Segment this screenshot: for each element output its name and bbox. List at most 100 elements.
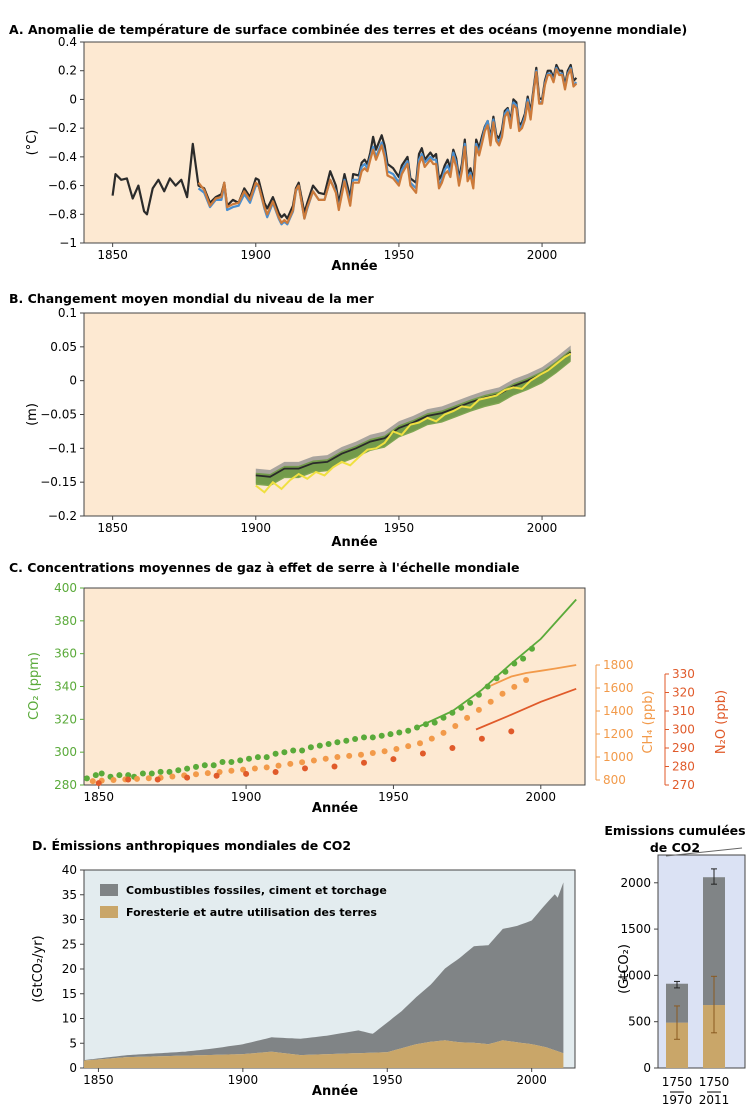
chart-c-co2-tick-label: 280 [54,778,77,792]
chart-c-co2-point [148,770,155,777]
chart-d2-y-axis-label: (GtCO₂) [617,944,632,994]
chart-b-ytick-label: 0.1 [58,306,77,320]
chart-c-ch4-point [499,690,506,697]
chart-b-xtick-label: 2000 [527,521,558,535]
chart-c-co2-point [307,744,314,751]
chart-c-n2o-point [302,765,308,772]
chart-d2-bar-fossil [703,877,725,1006]
chart-b-series-black [255,351,572,478]
chart-c-xtick-label: 1850 [83,790,114,804]
chart-c-co2-point [175,767,182,774]
chart-c-ch4-line [490,664,577,687]
chart-b-uncertainty-band-green [255,349,571,487]
chart-c-co2-point [343,737,350,744]
chart-c-co2-point [254,754,261,761]
chart-d2-bar-forestry [703,1005,725,1068]
chart-c-n2o-tick-label: 330 [672,667,695,681]
chart-c-co2-point [520,655,527,662]
chart-d2-ytick-label: 1500 [620,922,651,936]
chart-a-xtick-label: 1900 [240,248,271,262]
chart-c-n2o-point [125,776,132,783]
chart-d2-ytick-label: 1000 [620,968,651,982]
chart-c-co2-tick-label: 380 [54,614,77,628]
chart-c-co2-point [299,747,306,754]
chart-d-ytick-label: 35 [62,888,77,902]
chart-c-ch4-point [299,759,306,766]
chart-b-ytick-label: −0.05 [40,408,77,422]
chart-c-co2-point [210,762,217,769]
chart-c-co2-point [290,747,297,754]
chart-d-ytick-label: 15 [62,987,77,1001]
chart-c-co2-point [467,699,474,706]
chart-c-ch4-point [334,754,341,760]
chart-c-ch4-point [428,735,435,742]
chart-c-n2o-point [478,735,485,742]
chart-d2-category-label-start: 1750 [699,1075,730,1089]
chart-c-co2-point [281,749,288,756]
chart-c-ch4-point [89,778,96,785]
chart-d-forestry-area [84,1040,564,1068]
chart-c-co2-point [83,775,90,782]
chart-d2-category-label-start: 1750 [662,1075,693,1089]
chart-a-ytick-label: 0.2 [58,64,77,78]
chart-c-ch4-tick-label: 1600 [603,681,634,695]
chart-c-co2-point [396,729,403,736]
chart-c-ch4-tick-label: 1000 [603,750,634,764]
chart-c-ch4-point [405,743,412,750]
chart-d-ytick-label: 10 [62,1012,77,1026]
chart-c-ch4-tick-label: 800 [603,773,626,787]
chart-c-n2o-point [361,759,367,766]
chart-a-ytick-label: −1 [59,236,77,250]
chart-c-n2o-tick-label: 310 [672,704,695,718]
chart-c-co2-point [352,736,359,742]
chart-d-xtick-label: 1950 [372,1073,403,1087]
chart-c-ch4-point [381,748,388,755]
chart-d-ytick-label: 20 [62,962,77,976]
chart-c-co2-point [193,763,199,770]
chart-d2-ytick-label: 500 [628,1015,651,1029]
chart-d2-title: Emissions cumulées de CO2 [604,823,746,855]
chart-c-co2-point [316,742,323,749]
chart-c-ch4-point [287,760,294,767]
chart-c-ch4-axis-label: CH₄ (ppb) [641,690,656,753]
chart-c-co2-point [431,719,438,726]
chart-c-co2-point [125,772,132,779]
chart-c-co2-point [92,772,99,779]
chart-b-ytick-label: 0.05 [50,340,77,354]
chart-c-co2-point [219,759,226,765]
chart-c-ch4-point [322,755,329,762]
chart-b-y-axis-label: (m) [25,403,40,426]
chart-c-co2-point [98,770,105,777]
chart-c-ch4-point [275,762,282,769]
chart-c-co2-point [405,727,412,734]
chart-c-co2-axis-label: CO₂ (ppm) [27,652,42,720]
chart-c-co2-tick-label: 320 [54,712,77,726]
chart-c-co2-point [369,734,376,741]
chart-c-co2-point [157,768,164,775]
chart-d-title: D. Émissions anthropiques mondiales de C… [32,838,352,853]
chart-c-co2-point [139,770,146,777]
chart-c-co2-point [378,732,385,739]
chart-c-ch4-point [464,714,471,721]
chart-c-ch4-point [393,746,400,752]
chart-c-ch4-point [240,766,247,773]
chart-a-title: A. Anomalie de température de surface co… [9,22,688,37]
chart-d-y-axis-label: (GtCO₂/yr) [31,935,46,1002]
chart-c-ch4-point [523,677,530,683]
chart-c-n2o-tick-label: 290 [672,741,695,755]
chart-c-co2-point [201,762,208,769]
chart-c-co2-tick-label: 300 [54,745,77,759]
chart-c-n2o-point [449,745,456,751]
chart-b-xtick-label: 1900 [240,521,271,535]
chart-c-ch4-point [145,775,152,782]
chart-c-n2o-tick-label: 280 [672,760,695,774]
chart-c-ch4-point [487,698,494,705]
chart-c-ch4-tick-label: 1200 [603,727,634,741]
chart-c-xtick-label: 1950 [378,790,409,804]
chart-c-ch4-point [369,750,376,756]
chart-a-xtick-label: 1950 [384,248,415,262]
chart-c-ch4-point [346,752,353,759]
chart-c-co2-point [334,739,341,746]
chart-b-ytick-label: −0.1 [48,441,77,455]
chart-b-plot-area [83,312,586,517]
